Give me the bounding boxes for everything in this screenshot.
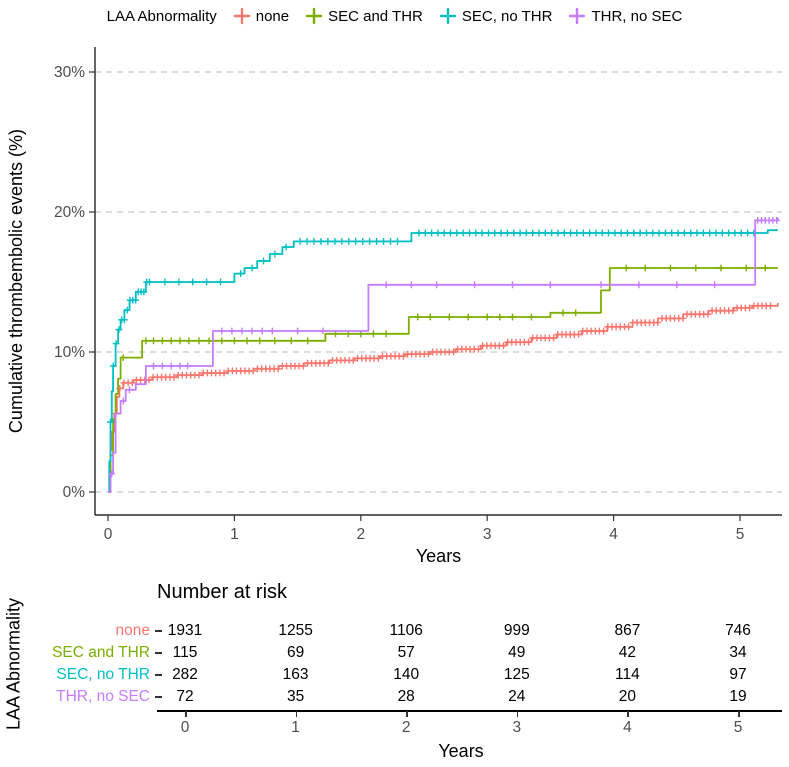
risk-value: 114	[615, 666, 640, 683]
risk-value: 34	[729, 644, 747, 661]
legend-item-none: none	[233, 7, 289, 25]
risk-value: 72	[176, 688, 194, 705]
risk-value: 999	[503, 622, 530, 639]
risk-value: 115	[172, 644, 198, 661]
risk-value: 867	[614, 622, 641, 639]
risk-value: 24	[508, 688, 526, 705]
censor-plus-icon	[305, 7, 323, 25]
legend-item-sec-no-thr: SEC, no THR	[439, 7, 553, 25]
risk-value: 97	[729, 666, 747, 683]
risk-y-tick	[155, 630, 162, 632]
censor-marks-thr-no-sec	[108, 217, 781, 478]
risk-value: 1931	[167, 622, 203, 639]
censor-plus-icon	[233, 7, 250, 25]
risk-value: 163	[282, 666, 309, 683]
x-axis-title: Years	[416, 546, 461, 566]
risk-y-tick	[155, 696, 162, 698]
legend-item-thr-no-sec: THR, no SEC	[568, 7, 682, 25]
risk-row-label: THR, no SEC	[56, 688, 150, 705]
risk-value: 35	[286, 688, 305, 705]
legend-item-label: none	[255, 7, 290, 25]
risk-table-xlabel: Years	[438, 741, 484, 761]
risk-x-tick-label: 5	[733, 719, 743, 736]
risk-row-label: SEC, no THR	[56, 666, 150, 683]
series-sec-and-thr	[108, 267, 778, 493]
risk-value: 1106	[389, 622, 423, 639]
risk-value: 49	[508, 644, 526, 661]
risk-x-tick	[185, 711, 187, 717]
y-axis-title: Cumulative thrombembolic events (%)	[6, 129, 26, 433]
risk-x-tick-label: 2	[401, 719, 411, 736]
x-tick-label: 2	[356, 526, 365, 543]
risk-value: 19	[729, 688, 747, 705]
risk-value: 20	[618, 688, 637, 705]
legend-title: LAA Abnormality	[106, 7, 217, 25]
risk-row-none: none 1931 1255 1106 999 867 746	[0, 620, 789, 642]
y-tick-label: 0%	[63, 484, 86, 501]
risk-table: Number at risk LAA Abnormality none 1931 1…	[0, 567, 789, 767]
risk-x-axis-line	[157, 710, 782, 712]
legend-item-label: THR, no SEC	[591, 7, 683, 25]
legend-item-label: SEC and THR	[328, 7, 423, 25]
risk-row-label: none	[115, 622, 150, 639]
censor-plus-icon	[439, 7, 457, 25]
risk-value: 746	[725, 622, 751, 639]
risk-x-tick-label: 4	[623, 719, 632, 736]
x-tick-label: 4	[609, 526, 618, 543]
y-tick-label: 10%	[54, 344, 85, 361]
series-sec-no-thr	[108, 229, 778, 493]
risk-row-sec-and-thr: SEC and THR 115 69 57 49 42 34	[0, 642, 789, 664]
legend-item-sec-and-thr: SEC and THR	[305, 7, 423, 25]
risk-y-tick	[155, 674, 162, 676]
legend: LAA Abnormality none SEC and THR SEC, no T…	[0, 0, 789, 32]
risk-value: 69	[286, 644, 305, 661]
risk-row-label: SEC and THR	[52, 644, 150, 661]
risk-x-tick	[627, 711, 629, 717]
risk-value: 28	[397, 688, 415, 705]
survival-plot: 0% 10% 20% 30% 0 1 2 3 4 5 Years Cumulative thrombe…	[6, 47, 782, 566]
legend-items: none SEC and THR SEC, no THR THR, no SEC	[233, 7, 682, 25]
risk-x-tick	[516, 711, 519, 717]
legend-item-label: SEC, no THR	[461, 7, 553, 25]
risk-value: 42	[618, 644, 637, 661]
x-tick-label: 0	[104, 526, 113, 543]
risk-row-sec-no-thr: SEC, no THR 282 163 140 125 114 97	[0, 664, 789, 686]
censor-marks-sec-and-thr	[119, 264, 769, 361]
series-none	[108, 303, 779, 493]
risk-value: 140	[393, 666, 420, 683]
risk-x-tick	[295, 711, 298, 717]
risk-x-tick-label: 1	[291, 719, 300, 736]
risk-x-tick	[738, 711, 740, 717]
risk-y-tick	[155, 652, 162, 654]
x-tick-label: 5	[736, 526, 745, 543]
risk-row-thr-no-sec: THR, no SEC 72 35 28 24 20 19	[0, 686, 789, 708]
censor-marks-none	[112, 302, 774, 417]
censor-plus-icon	[569, 7, 586, 25]
risk-value: 1255	[278, 622, 313, 639]
y-tick-label: 30%	[54, 64, 85, 81]
x-tick-label: 1	[230, 526, 239, 543]
risk-value: 57	[397, 644, 415, 661]
risk-value: 125	[503, 666, 530, 683]
y-tick-label: 20%	[54, 204, 85, 221]
risk-value: 282	[172, 666, 198, 683]
risk-table-title: Number at risk	[157, 581, 288, 603]
x-tick-label: 3	[483, 526, 492, 543]
risk-x-tick-label: 0	[180, 719, 190, 736]
risk-x-tick	[406, 711, 408, 717]
series-thr-no-sec	[108, 217, 779, 493]
risk-x-tick-label: 3	[512, 719, 522, 736]
censor-marks-sec-no-thr	[107, 229, 758, 426]
